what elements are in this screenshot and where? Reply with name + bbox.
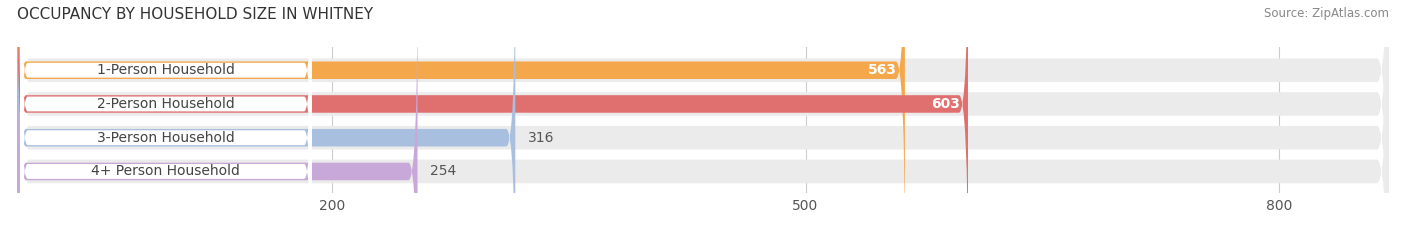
- FancyBboxPatch shape: [20, 16, 312, 233]
- Text: 254: 254: [430, 164, 457, 178]
- Text: 4+ Person Household: 4+ Person Household: [91, 164, 240, 178]
- FancyBboxPatch shape: [17, 0, 1389, 233]
- Text: 316: 316: [527, 131, 554, 145]
- Text: 603: 603: [931, 97, 960, 111]
- Text: 3-Person Household: 3-Person Household: [97, 131, 235, 145]
- FancyBboxPatch shape: [17, 0, 967, 233]
- Text: 563: 563: [868, 63, 897, 77]
- FancyBboxPatch shape: [17, 0, 1389, 233]
- Text: Source: ZipAtlas.com: Source: ZipAtlas.com: [1264, 7, 1389, 20]
- FancyBboxPatch shape: [20, 0, 312, 226]
- FancyBboxPatch shape: [17, 0, 418, 233]
- FancyBboxPatch shape: [20, 0, 312, 233]
- FancyBboxPatch shape: [17, 0, 1389, 233]
- FancyBboxPatch shape: [17, 0, 905, 233]
- Text: OCCUPANCY BY HOUSEHOLD SIZE IN WHITNEY: OCCUPANCY BY HOUSEHOLD SIZE IN WHITNEY: [17, 7, 373, 22]
- FancyBboxPatch shape: [17, 0, 1389, 233]
- Text: 2-Person Household: 2-Person Household: [97, 97, 235, 111]
- FancyBboxPatch shape: [17, 0, 516, 233]
- FancyBboxPatch shape: [20, 0, 312, 233]
- Text: 1-Person Household: 1-Person Household: [97, 63, 235, 77]
